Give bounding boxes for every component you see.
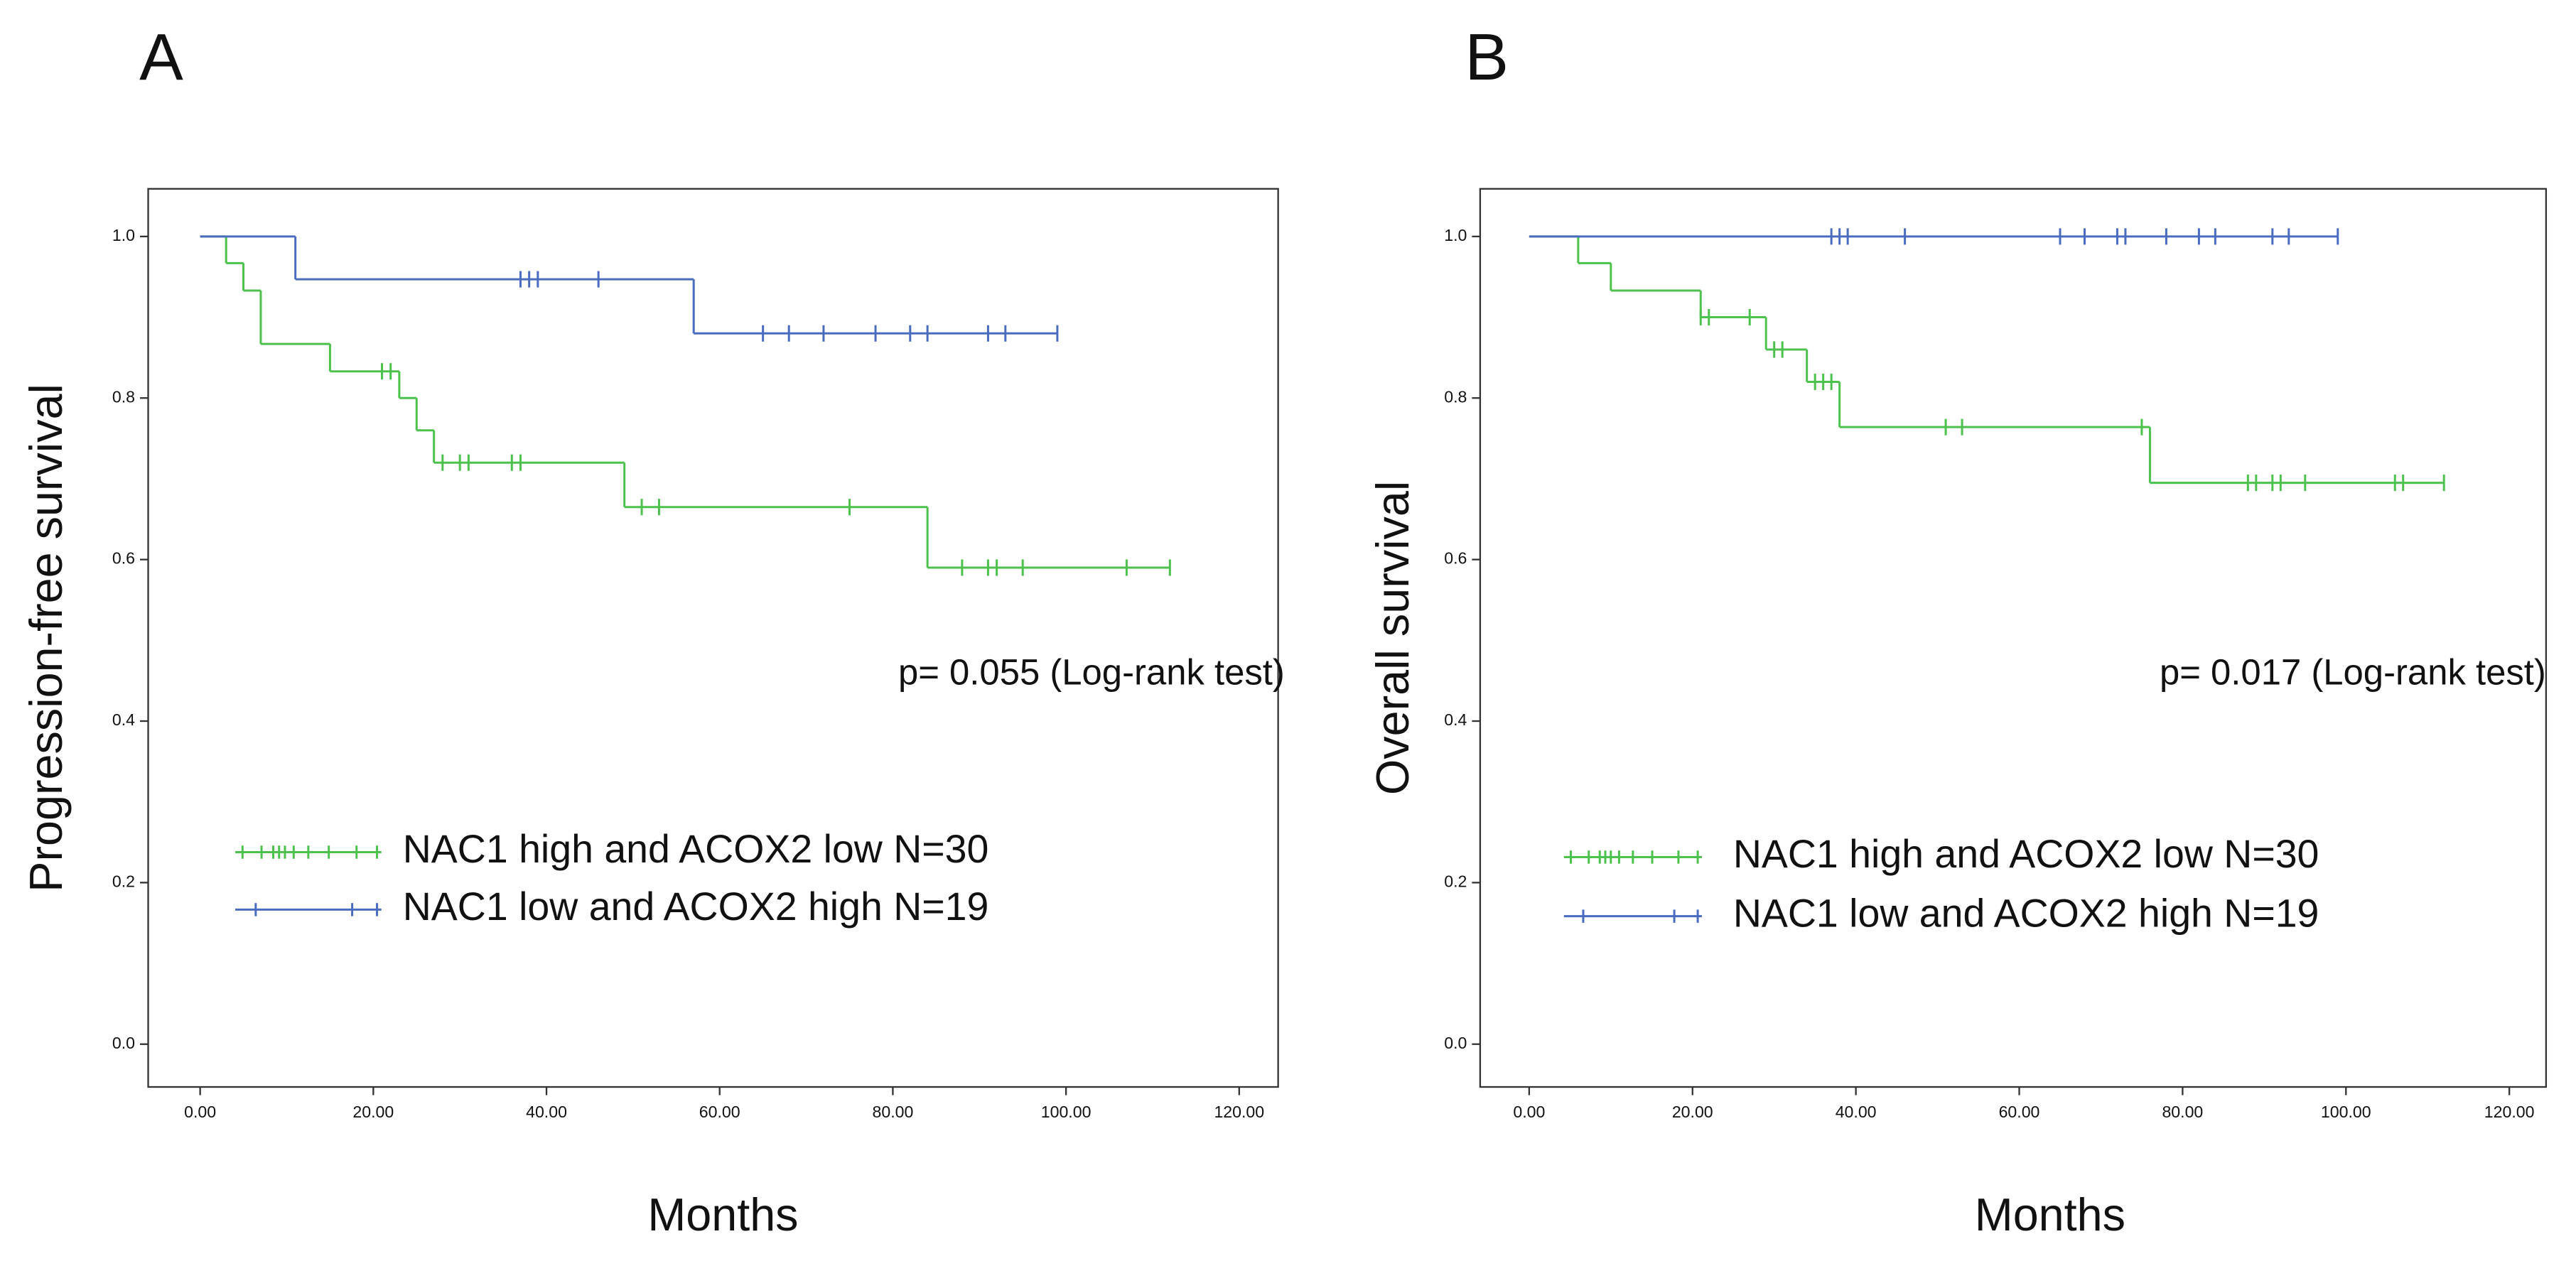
- annotation: p= 0.055 (Log-rank test): [898, 651, 1285, 692]
- legend-label: NAC1 high and ACOX2 low N=30: [403, 827, 989, 871]
- plot-frame: [147, 188, 1279, 1088]
- annotation: p= 0.017 (Log-rank test): [2160, 651, 2546, 692]
- x-tick-label: 60.00: [699, 1103, 740, 1121]
- x-axis-label: Months: [647, 1189, 798, 1240]
- y-tick-label: 0.6: [112, 549, 135, 568]
- legend-label: NAC1 high and ACOX2 low N=30: [1733, 832, 2319, 876]
- y-tick-label: 0.2: [1444, 872, 1467, 890]
- x-tick-label: 100.00: [1041, 1103, 1092, 1121]
- x-tick-label: 100.00: [2321, 1103, 2371, 1121]
- legend-label: NAC1 low and ACOX2 high N=19: [1733, 891, 2319, 935]
- x-tick-label: 120.00: [1214, 1103, 1264, 1121]
- y-tick-label: 0.6: [1444, 549, 1467, 568]
- y-tick-label: 0.4: [1444, 710, 1467, 729]
- x-axis-label: Months: [1975, 1189, 2125, 1240]
- x-tick-label: 20.00: [1672, 1103, 1713, 1121]
- x-tick-label: 40.00: [1836, 1103, 1877, 1121]
- y-tick-label: 0.8: [112, 387, 135, 406]
- panel-label: A: [139, 20, 183, 94]
- y-tick-label: 0.0: [1444, 1034, 1467, 1052]
- y-tick-label: 0.2: [112, 872, 135, 890]
- x-tick-label: 20.00: [352, 1103, 394, 1121]
- plot-frame: [1479, 188, 2548, 1088]
- y-axis-label: Overall survival: [1367, 481, 1418, 795]
- y-tick-label: 0.0: [112, 1034, 135, 1052]
- x-tick-label: 120.00: [2484, 1103, 2535, 1121]
- y-tick-label: 1.0: [112, 226, 135, 244]
- legend-label: NAC1 low and ACOX2 high N=19: [403, 884, 989, 929]
- panel-label: B: [1465, 20, 1509, 94]
- y-tick-label: 0.4: [112, 710, 135, 729]
- y-axis-label: Progression-free survival: [20, 384, 72, 892]
- y-tick-label: 0.8: [1444, 387, 1467, 406]
- x-tick-label: 80.00: [2162, 1103, 2203, 1121]
- y-tick-label: 1.0: [1444, 226, 1467, 244]
- x-tick-label: 60.00: [1999, 1103, 2040, 1121]
- x-tick-label: 0.00: [184, 1103, 216, 1121]
- x-tick-label: 40.00: [526, 1103, 567, 1121]
- x-tick-label: 0.00: [1513, 1103, 1545, 1121]
- x-tick-label: 80.00: [872, 1103, 913, 1121]
